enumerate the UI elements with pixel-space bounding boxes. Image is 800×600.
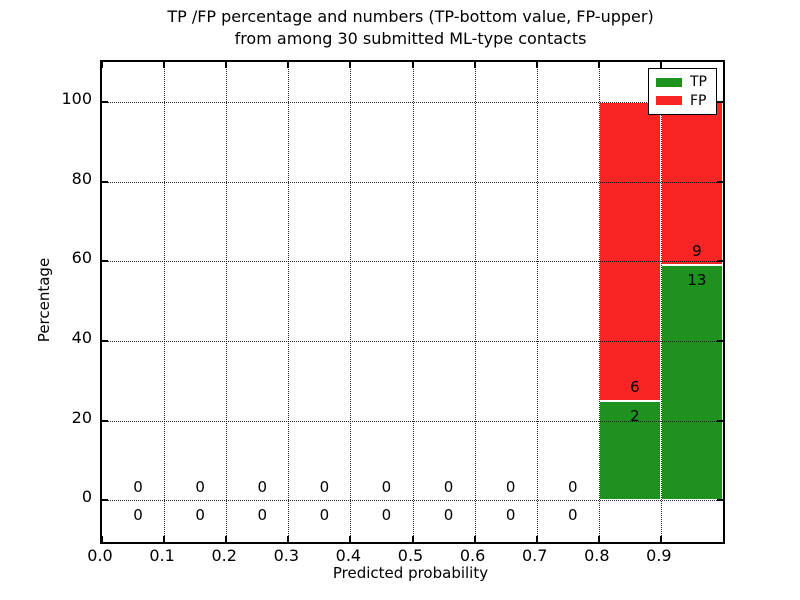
y-tick-mark-right (717, 100, 723, 103)
gridline-vertical (474, 62, 476, 542)
annotation-tp-count: 0 (195, 506, 205, 525)
annotation-tp-count: 0 (319, 506, 330, 525)
chart-title-line2: from among 30 submitted ML-type contacts (234, 29, 587, 48)
annotation-fp-count: 9 (692, 242, 702, 261)
annotation-tp-count: 0 (567, 506, 578, 525)
plot-area: TP FP 0 0 0 0 0 0 0 0 0 0 0 0 0 0 0 0 6 2 9 13 (100, 60, 725, 544)
annotation-fp-count: 0 (257, 477, 268, 496)
bar-segment-fp (598, 101, 661, 401)
x-tick-mark-top (287, 62, 290, 68)
x-tick-label: 0.1 (149, 546, 175, 565)
y-tick-label: 100 (61, 88, 92, 108)
x-tick-mark (349, 536, 352, 542)
annotation-fp-count: 6 (630, 378, 640, 397)
annotation-fp-count: 0 (195, 477, 205, 496)
annotation-fp-count: 0 (381, 477, 392, 496)
gridline-vertical (288, 62, 290, 542)
x-tick-label: 0.9 (646, 546, 672, 565)
x-tick-label: 0.4 (335, 546, 362, 565)
x-tick-mark (659, 536, 662, 542)
annotation-tp-count: 0 (133, 506, 143, 525)
x-axis-label: Predicted probability (332, 564, 489, 582)
bar-segment-fp (660, 101, 723, 265)
x-tick-mark-top (597, 62, 600, 68)
y-tick-mark (102, 100, 108, 103)
annotation-tp-count: 0 (505, 506, 516, 525)
x-tick-mark-top (349, 62, 352, 68)
x-tick-mark-top (411, 62, 414, 68)
y-tick-label: 20 (71, 407, 92, 427)
x-tick-mark (225, 536, 228, 542)
x-tick-label: 0.5 (397, 546, 424, 565)
x-tick-label: 0.0 (87, 546, 113, 565)
y-tick-mark-right (717, 260, 723, 263)
y-tick-mark (102, 260, 108, 263)
legend-swatch-tp-icon (656, 77, 682, 87)
gridline-vertical (536, 62, 538, 542)
y-tick-mark-right (717, 180, 723, 183)
x-tick-mark-top (659, 62, 662, 68)
x-tick-label: 0.8 (584, 546, 610, 565)
annotation-fp-count: 0 (443, 477, 454, 496)
x-tick-mark-top (101, 62, 103, 68)
annotation-fp-count: 0 (567, 477, 578, 496)
x-tick-mark (411, 536, 414, 542)
x-tick-mark-top (163, 62, 166, 68)
y-tick-label: 0 (81, 487, 92, 507)
legend-swatch-fp-icon (656, 96, 682, 106)
y-tick-mark (102, 419, 108, 422)
gridline-vertical (350, 62, 352, 542)
x-tick-mark (287, 536, 290, 542)
gridline-vertical (660, 62, 662, 542)
x-tick-label: 0.7 (521, 546, 548, 565)
chart-title: TP /FP percentage and numbers (TP-bottom… (100, 6, 721, 50)
y-tick-mark-right (717, 339, 723, 342)
y-tick-mark (102, 180, 108, 183)
y-tick-label: 80 (71, 168, 92, 188)
y-tick-mark (102, 499, 108, 502)
x-tick-mark (597, 536, 600, 542)
annotation-fp-count: 0 (319, 477, 330, 496)
x-tick-mark (101, 536, 103, 542)
y-tick-label: 40 (71, 327, 92, 347)
x-tick-mark-top (473, 62, 476, 68)
y-tick-mark-right (717, 499, 723, 502)
annotation-tp-count: 0 (257, 506, 268, 525)
legend: TP FP (648, 68, 717, 115)
x-tick-label: 0.3 (273, 546, 300, 565)
gridline-vertical (164, 62, 166, 542)
chart-title-line1: TP /FP percentage and numbers (TP-bottom… (167, 7, 654, 26)
annotation-tp-count: 0 (443, 506, 454, 525)
legend-entry: TP (656, 75, 709, 89)
annotation-tp-count: 2 (630, 406, 640, 425)
x-tick-mark (163, 536, 166, 542)
gridline-vertical (226, 62, 228, 542)
annotation-fp-count: 0 (505, 477, 516, 496)
gridline-vertical (412, 62, 414, 542)
x-tick-mark-top (535, 62, 538, 68)
x-tick-label: 0.6 (459, 546, 486, 565)
x-tick-mark-top (225, 62, 228, 68)
y-tick-mark (102, 339, 108, 342)
annotation-fp-count: 0 (133, 477, 143, 496)
legend-label-tp: TP (690, 74, 707, 91)
x-tick-mark (535, 536, 538, 542)
legend-entry: FP (656, 94, 709, 108)
gridline-vertical (598, 62, 600, 542)
x-tick-label: 0.2 (211, 546, 237, 565)
annotation-tp-count: 0 (381, 506, 392, 525)
y-tick-label: 60 (71, 248, 92, 268)
legend-label-fp: FP (690, 92, 707, 109)
x-tick-mark (473, 536, 476, 542)
y-tick-mark-right (717, 419, 723, 422)
annotation-tp-count: 13 (687, 270, 707, 289)
bar-segment-tp (660, 264, 723, 501)
